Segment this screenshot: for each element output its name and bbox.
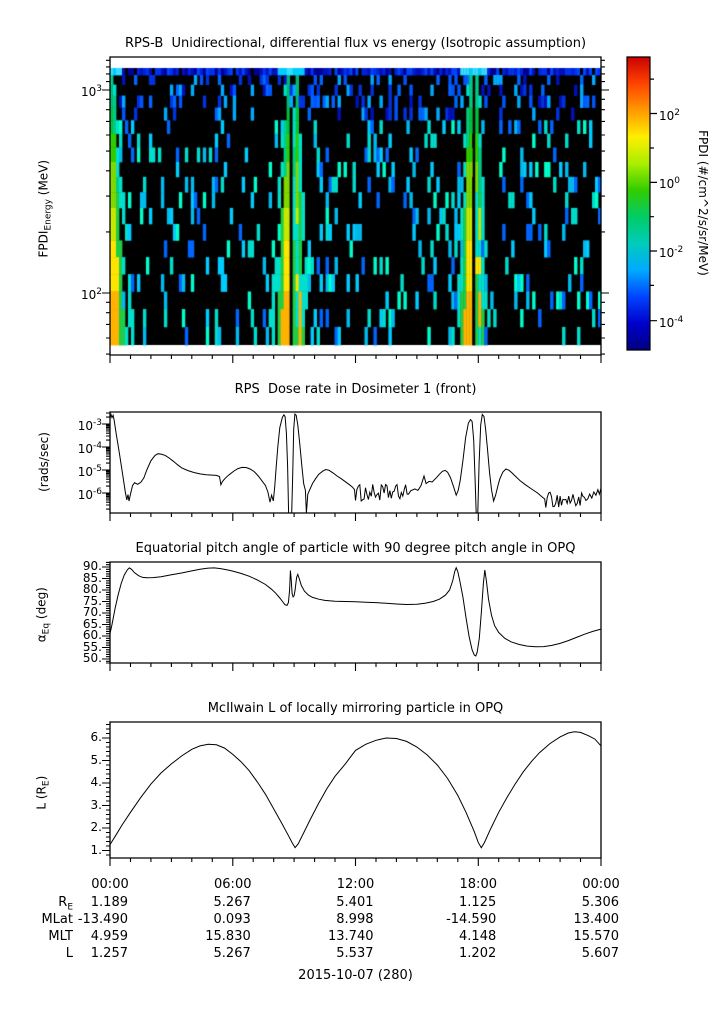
- row-label-3: L: [65, 946, 73, 961]
- row-1-value-4: 13.400: [573, 912, 620, 927]
- panel4-ytick-2: 4.: [90, 775, 102, 789]
- panel4-ylabel: L (RE): [34, 775, 52, 810]
- panel3-ytick-0: 90.: [82, 559, 102, 573]
- row-0-value-4: 5.306: [581, 895, 619, 910]
- time-label-0: 00:00: [91, 877, 129, 892]
- colorbar-tick-3: 10-4: [659, 314, 684, 330]
- panel3-ytick-4: 70.: [82, 605, 102, 619]
- panel3-frame: [109, 561, 602, 664]
- panel1-frame: [109, 56, 602, 356]
- panel3-ytick-3: 75.: [82, 593, 102, 608]
- row-3-value-1: 5.267: [213, 946, 251, 961]
- row-0-value-2: 5.401: [336, 895, 374, 910]
- spectrogram-heatmap: [110, 57, 601, 355]
- time-label-1: 06:00: [214, 877, 252, 892]
- panel2-ytick-1: 10-4: [77, 441, 102, 456]
- panel1-ytick-0: 103: [80, 84, 102, 99]
- row-3-value-4: 5.607: [581, 946, 619, 961]
- row-0-value-3: 1.125: [459, 895, 497, 910]
- panel3-ytick-1: 85.: [82, 570, 102, 585]
- panel4-ytick-0: 6.: [90, 730, 102, 744]
- panel3-ytick-7: 55.: [82, 639, 102, 654]
- colorbar-ticks: [626, 56, 657, 351]
- l-shell-curve: [109, 731, 602, 849]
- time-label-3: 18:00: [459, 877, 497, 892]
- panel3-ytick-2: 80.: [82, 582, 102, 596]
- row-2-value-1: 15.830: [205, 929, 251, 944]
- x-axis-ticks: [109, 355, 602, 866]
- row-1-value-1: 0.093: [213, 912, 251, 927]
- row-label-0: RE: [58, 895, 73, 913]
- dose-rate-curve: [109, 412, 602, 514]
- row-2-value-4: 15.570: [573, 929, 620, 944]
- panel2-ytick-0: 10-3: [77, 418, 102, 433]
- row-3-value-0: 1.257: [90, 946, 128, 961]
- row-0-value-0: 1.189: [90, 895, 128, 910]
- row-2-value-3: 4.148: [459, 929, 497, 944]
- row-1-value-2: 8.998: [336, 912, 374, 927]
- row-label-2: MLT: [48, 929, 73, 944]
- row-3-value-3: 1.202: [459, 946, 497, 961]
- colorbar-tick-0: 102: [659, 107, 681, 123]
- date-label: 2015-10-07 (280): [298, 968, 413, 983]
- time-label-4: 00:00: [582, 877, 620, 892]
- panel4-ytick-1: 5.: [90, 752, 102, 767]
- y-axis-ticks: [102, 59, 609, 856]
- panel4-ytick-4: 2.: [90, 820, 102, 834]
- colorbar-tick-1: 100: [659, 176, 681, 192]
- panel3-ytick-8: 50.: [82, 651, 102, 665]
- panel4-title: McIlwain L of locally mirroring particle…: [207, 701, 504, 716]
- panel2-ytick-3: 10-6: [77, 487, 102, 502]
- panel4-ytick-5: 1.: [90, 842, 102, 857]
- panel3-title: Equatorial pitch angle of particle with …: [135, 541, 576, 556]
- row-label-1: MLat: [41, 912, 73, 927]
- row-0-value-1: 5.267: [213, 895, 251, 910]
- row-3-value-2: 5.537: [336, 946, 374, 961]
- row-2-value-2: 13.740: [328, 929, 374, 944]
- time-label-2: 12:00: [336, 877, 375, 892]
- colorbar-gradient: [627, 57, 650, 350]
- panel4-frame: [109, 721, 602, 859]
- panel3-ytick-6: 60.: [82, 628, 102, 642]
- panel4-ytick-3: 3.: [90, 797, 102, 812]
- panel1-title: RPS-B Unidirectional, differential flux …: [124, 36, 587, 51]
- panel2-ytick-2: 10-5: [77, 464, 102, 479]
- row-2-value-0: 4.959: [90, 929, 128, 944]
- colorbar-tick-2: 10-2: [659, 244, 684, 260]
- panel1-ylabel: FPDIEnergy (MeV): [36, 159, 54, 258]
- row-1-value-3: -14.590: [446, 912, 497, 927]
- panel3-ytick-5: 65.: [82, 616, 102, 631]
- panel2-title: RPS Dose rate in Dosimeter 1 (front): [234, 382, 477, 397]
- panel1-ytick-1: 102: [80, 287, 102, 302]
- row-1-value-0: -13.490: [77, 912, 128, 927]
- pitch-angle-curve: [109, 566, 602, 657]
